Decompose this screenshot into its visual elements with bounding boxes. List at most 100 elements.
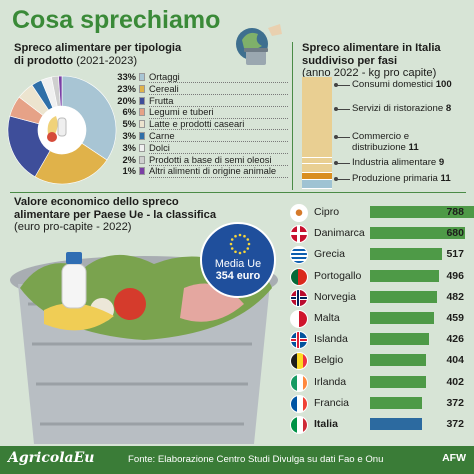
fasi-label: Consumi domestici 100 <box>352 79 464 91</box>
section-divider-vertical <box>292 42 293 190</box>
country-bar <box>370 269 440 282</box>
fasi-leader-dot <box>334 135 338 139</box>
flag-icon <box>290 246 308 265</box>
fasi-label-text: Produzione primaria <box>352 173 441 184</box>
fasi-leader-dot <box>334 161 338 165</box>
flag-icon <box>290 352 308 371</box>
fasi-segment-1 <box>302 77 332 158</box>
fasi-segment-4 <box>302 172 332 181</box>
country-row: Grecia 517 <box>290 245 470 265</box>
country-name: Malta <box>314 312 340 324</box>
fasi-label: Commercio e distribuzione 11 <box>352 131 464 154</box>
country-name: Irlanda <box>314 375 347 388</box>
fasi-leader-dot <box>334 83 338 87</box>
fasi-title-line2: suddiviso per fasi <box>302 54 398 67</box>
legend-swatch <box>139 167 145 176</box>
ranking-title-line1: Valore economico dello spreco <box>14 196 179 208</box>
fasi-leader-line <box>336 179 350 180</box>
fasi-label-text: Commercio e distribuzione <box>352 131 410 153</box>
legend-percent: 3% <box>122 129 136 141</box>
fasi-label-value: 9 <box>438 157 445 168</box>
ranking-title: Valore economico dello spreco alimentare… <box>14 196 216 234</box>
flag-icon <box>290 373 308 392</box>
agency-logo: AFW <box>442 452 466 464</box>
legend-percent: 20% <box>117 94 136 106</box>
country-name: Islanda <box>314 333 348 346</box>
eu-stars-icon <box>229 233 251 255</box>
country-value: 482 <box>446 290 464 303</box>
fasi-leader-line <box>336 85 350 86</box>
fasi-title: Spreco alimentare in Italia suddiviso pe… <box>302 42 441 80</box>
country-bar <box>370 290 438 303</box>
agricola-logo: AgricolaEu <box>8 450 95 466</box>
donut-title-line2: di prodotto <box>14 54 74 67</box>
country-name: Norvegia <box>314 290 357 303</box>
food-waste-icon <box>47 116 67 142</box>
legend-item: 1% Altri alimenti di origine animale <box>112 165 288 178</box>
country-row: Irlanda 402 <box>290 373 470 392</box>
recycling-bin-illustration <box>236 24 282 65</box>
country-row: Portogallo 496 <box>290 267 470 286</box>
flag-icon <box>290 310 308 328</box>
fasi-label: Produzione primaria 11 <box>352 173 451 185</box>
legend-label: Prodotti a base di semi oleosi <box>149 154 288 166</box>
ranking-title-line2: alimentare per Paese Ue - la classifica <box>14 208 217 221</box>
fasi-label-value: 11 <box>440 173 451 184</box>
legend-label: Latte e prodotti caseari <box>149 118 288 131</box>
legend-swatch <box>139 131 145 140</box>
legend-label: Dolci <box>149 142 288 154</box>
fasi-label-value: 8 <box>445 103 452 114</box>
country-name: Cipro <box>314 206 340 218</box>
fasi-label: Servizi di ristorazione 8 <box>352 103 464 115</box>
fasi-leader-dot <box>334 107 338 111</box>
legend-label: Ortaggi <box>149 71 288 84</box>
legend-item: 5% Latte e prodotti caseari <box>112 118 288 131</box>
legend-label: Altri alimenti di origine animale <box>149 166 288 178</box>
flag-icon <box>290 331 308 350</box>
legend-percent: 6% <box>122 106 136 118</box>
country-row: Francia 372 <box>290 394 470 413</box>
fasi-leader-line <box>336 163 350 164</box>
source-note: Fonte: Elaborazione Centro Studi Divulga… <box>128 454 384 465</box>
legend-percent: 2% <box>122 153 136 165</box>
country-row: Norvegia 482 <box>290 288 470 307</box>
legend-label: Cereali <box>149 83 288 95</box>
fasi-label-text: Industria alimentare <box>352 157 439 168</box>
country-bar <box>370 396 422 409</box>
country-name: Italia <box>314 418 338 430</box>
country-row: Italia 372 <box>290 415 470 434</box>
page-title: Cosa sprechiamo <box>12 6 221 34</box>
country-row: Danimarca 680 <box>290 224 470 244</box>
legend-swatch <box>139 143 145 152</box>
legend-label: Legumi e tuberi <box>149 107 288 119</box>
fasi-label-text: Servizi di ristorazione <box>352 103 446 114</box>
country-row: Malta 459 <box>290 309 470 328</box>
flag-icon <box>290 288 308 307</box>
fasi-subtitle: (anno 2022 - kg pro capite) <box>302 67 437 79</box>
country-name: Francia <box>314 396 350 409</box>
fasi-segment-2 <box>302 157 332 164</box>
legend-swatch <box>139 108 145 117</box>
legend-percent: 5% <box>122 118 136 130</box>
legend-item: 3% Carne <box>112 129 288 143</box>
eu-average-value: 354 euro <box>215 270 261 282</box>
fasi-leader-line <box>336 109 350 110</box>
fasi-label: Industria alimentare 9 <box>352 157 445 169</box>
fasi-label-value: 100 <box>435 79 452 90</box>
legend-item: 23% Cereali <box>112 83 288 95</box>
legend-percent: 3% <box>122 141 136 153</box>
fasi-segment-3 <box>302 164 332 173</box>
flag-icon <box>290 225 308 244</box>
legend-item: 20% Frutta <box>112 94 288 107</box>
country-value: 402 <box>446 375 464 388</box>
flag-icon <box>290 204 308 222</box>
legend-percent: 1% <box>122 165 136 177</box>
fasi-label-text: Consumi domestici <box>352 79 436 90</box>
fasi-leader-line <box>336 137 350 138</box>
country-bar <box>370 248 443 261</box>
legend-swatch <box>139 73 145 81</box>
legend-item: 3% Dolci <box>112 141 288 154</box>
donut-subtitle: (2021-2023) <box>76 54 138 67</box>
country-value: 496 <box>446 269 464 282</box>
country-value: 788 <box>446 206 464 218</box>
